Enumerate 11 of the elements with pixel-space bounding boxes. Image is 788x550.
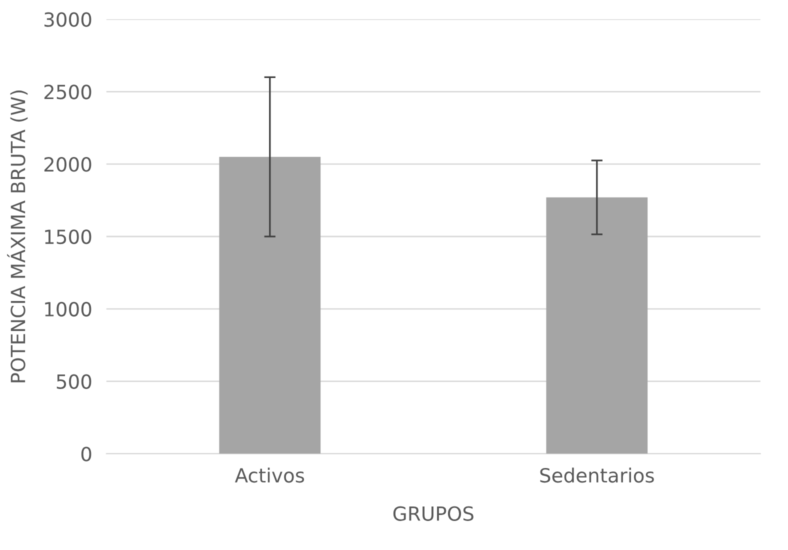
y-tick-label: 2500: [44, 84, 92, 100]
x-tick-label: Sedentarios: [540, 468, 654, 483]
y-tick-label: 3000: [44, 12, 92, 27]
x-tick-label: Activos: [234, 468, 304, 483]
y-tick-label: 500: [56, 374, 92, 389]
x-axis-title: GRUPOS: [393, 506, 474, 521]
y-tick-label: 0: [81, 446, 92, 462]
y-tick-label: 1500: [45, 229, 92, 244]
y-axis-title: POTENCIA MÁXIMA BRUTA (W): [7, 90, 28, 382]
y-tick-label: 1000: [45, 302, 92, 317]
y-tick-label: 2000: [44, 157, 92, 172]
